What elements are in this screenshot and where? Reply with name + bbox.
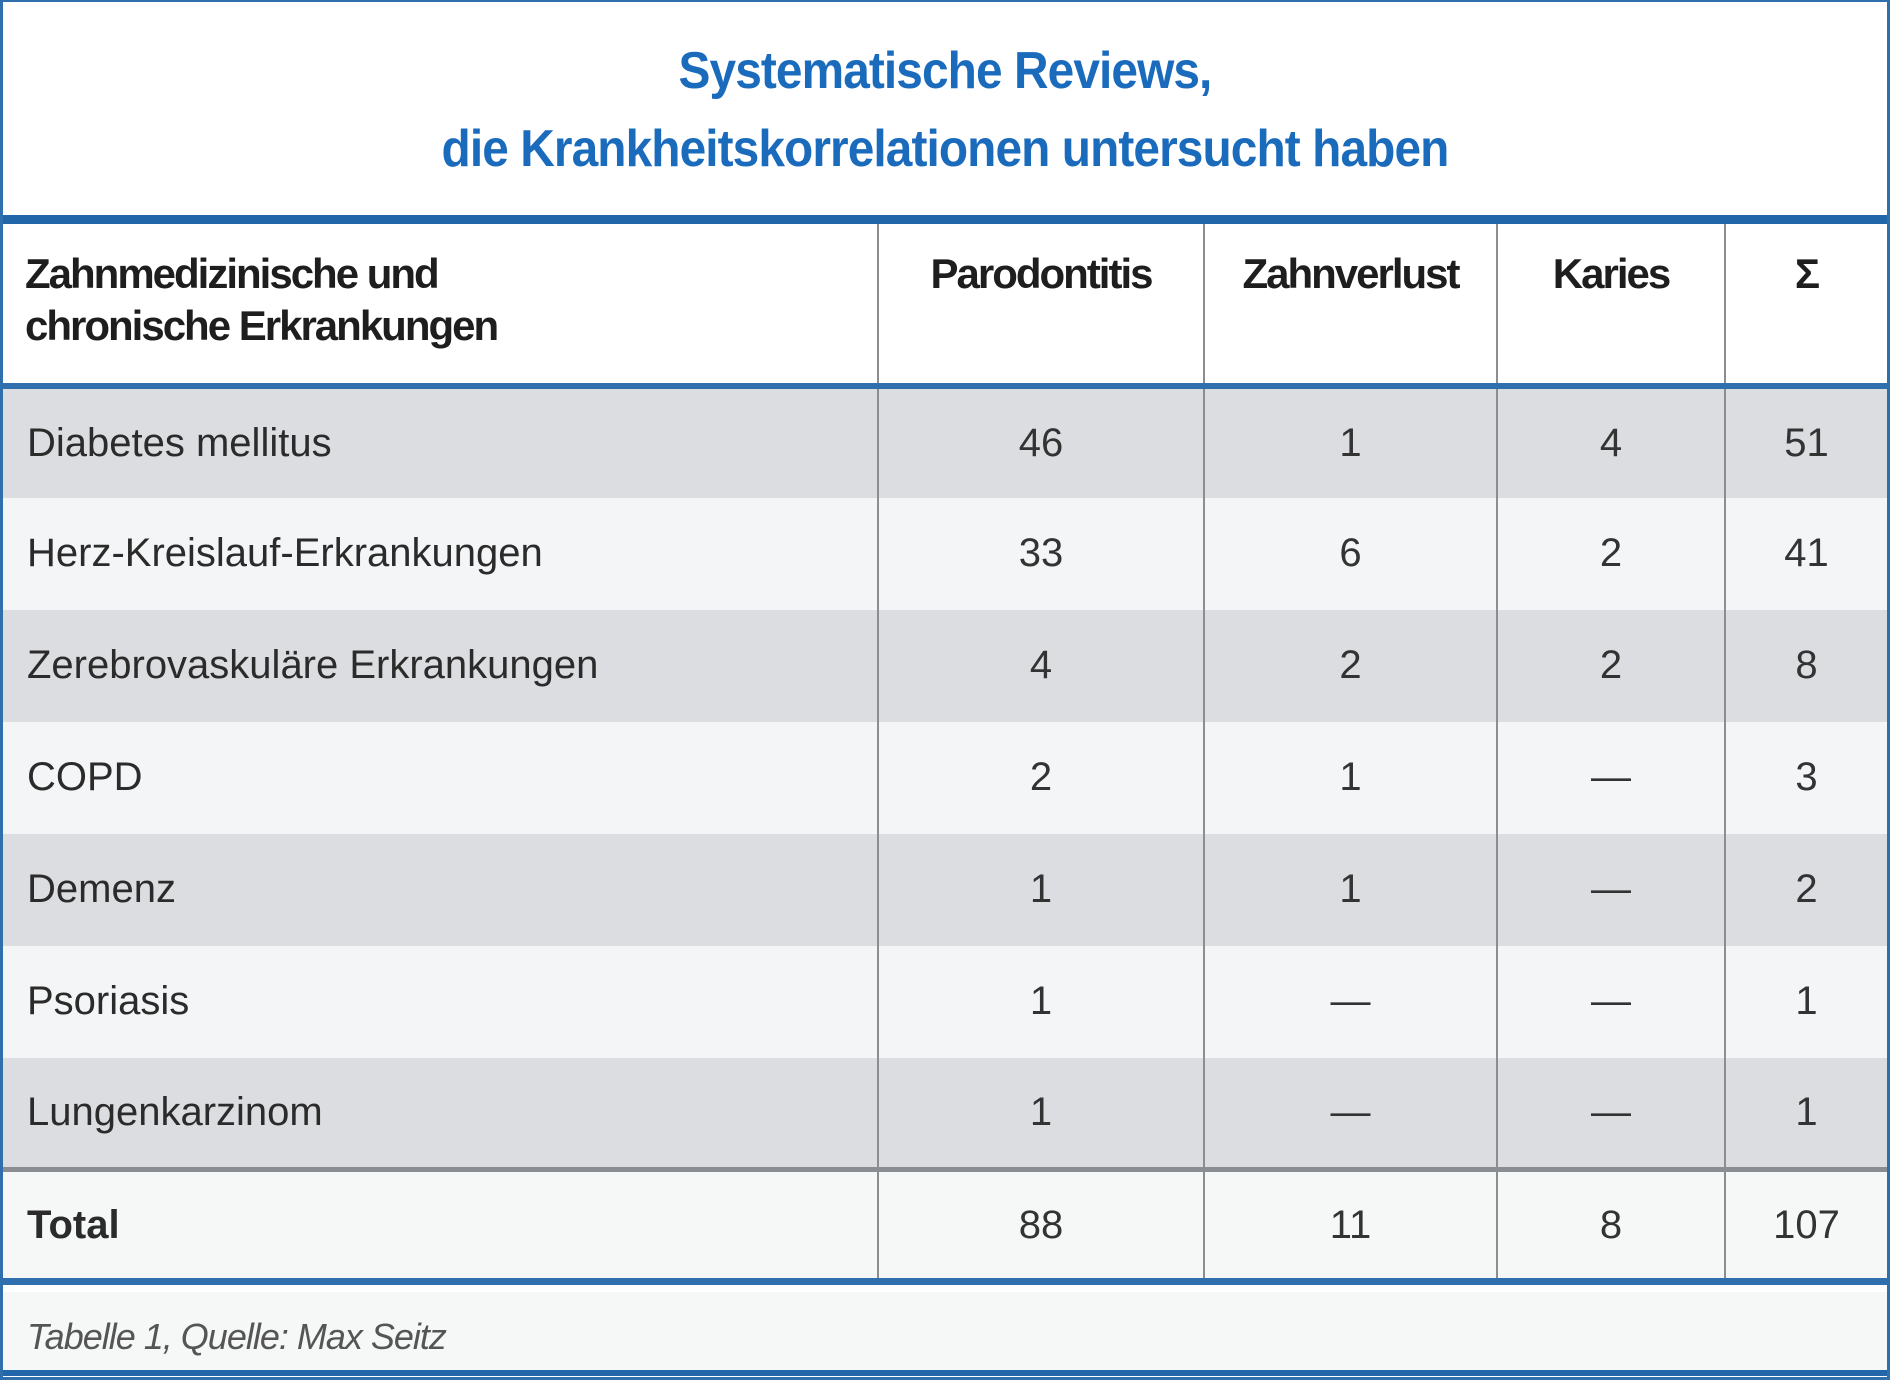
footnote: Tabelle 1, Quelle: Max Seitz — [27, 1316, 447, 1357]
total-zahnverlust: 11 — [1203, 1169, 1497, 1282]
total-parodontitis: 88 — [877, 1169, 1204, 1282]
cell-sum: 41 — [1724, 497, 1887, 610]
cell-sum: 51 — [1724, 385, 1887, 498]
table-row: Diabetes mellitus 46 1 4 51 — [3, 385, 1887, 498]
cell-zahnverlust: — — [1203, 1057, 1497, 1170]
header-parodontitis: Parodontitis — [877, 219, 1204, 386]
cell-zahnverlust: 1 — [1203, 385, 1497, 498]
data-table: Zahnmedizinische und chronische Erkranku… — [3, 215, 1887, 1285]
cell-karies: — — [1496, 945, 1725, 1058]
cell-karies: 2 — [1496, 497, 1725, 610]
cell-zahnverlust: 1 — [1203, 721, 1497, 834]
header-disease-line-2: chronische Erkrankungen — [25, 302, 499, 349]
cell-karies: 4 — [1496, 385, 1725, 498]
table-body: Diabetes mellitus 46 1 4 51 Herz-Kreislauf-Er… — [3, 385, 1887, 1170]
footnote-bar: Tabelle 1, Quelle: Max Seitz — [3, 1292, 1887, 1376]
row-label: Lungenkarzinom — [3, 1057, 878, 1170]
table-row: Herz-Kreislauf-Erkrankungen 33 6 2 41 — [3, 497, 1887, 610]
total-sum: 107 — [1724, 1169, 1887, 1282]
total-row: Total 88 11 8 107 — [3, 1169, 1887, 1282]
total-label: Total — [3, 1169, 878, 1282]
cell-sum: 2 — [1724, 833, 1887, 946]
cell-zahnverlust: 1 — [1203, 833, 1497, 946]
cell-sum: 3 — [1724, 721, 1887, 834]
cell-sum: 1 — [1724, 1057, 1887, 1170]
cell-karies: — — [1496, 721, 1725, 834]
row-label: COPD — [3, 721, 878, 834]
header-disease-line-1: Zahnmedizinische und — [25, 250, 440, 297]
cell-karies: — — [1496, 833, 1725, 946]
table-row: COPD 2 1—3 — [3, 721, 1887, 834]
cell-karies: 2 — [1496, 609, 1725, 722]
cell-karies: — — [1496, 1057, 1725, 1170]
cell-zahnverlust: 6 — [1203, 497, 1497, 610]
cell-parodontitis: 46 — [877, 385, 1204, 498]
title-line-2: die Krankheitskorrelationen untersucht h… — [441, 120, 1450, 178]
total-karies: 8 — [1496, 1169, 1725, 1282]
cell-sum: 8 — [1724, 609, 1887, 722]
cell-parodontitis: 1 — [877, 945, 1204, 1058]
row-label: Demenz — [3, 833, 878, 946]
header-karies: Karies — [1496, 219, 1725, 386]
cell-sum: 1 — [1724, 945, 1887, 1058]
cell-zahnverlust: — — [1203, 945, 1497, 1058]
row-label: Diabetes mellitus — [3, 385, 878, 498]
header-sum: Σ — [1724, 219, 1887, 386]
row-label: Herz-Kreislauf-Erkrankungen — [3, 497, 878, 610]
table-row: Lungenkarzinom 1— —1 — [3, 1057, 1887, 1170]
table-row: Demenz 1 1—2 — [3, 833, 1887, 946]
cell-zahnverlust: 2 — [1203, 609, 1497, 722]
table-title: Systematische Reviews, die Krankheitskor… — [3, 2, 1887, 215]
table-row: Zerebrovaskuläre Erkrankungen 4 2 2 8 — [3, 609, 1887, 722]
cell-parodontitis: 4 — [877, 609, 1204, 722]
cell-parodontitis: 1 — [877, 1057, 1204, 1170]
title-line-1: Systematische Reviews, — [678, 42, 1213, 100]
header-zahnverlust: Zahnverlust — [1203, 219, 1497, 386]
row-label: Psoriasis — [3, 945, 878, 1058]
cell-parodontitis: 33 — [877, 497, 1204, 610]
row-label: Zerebrovaskuläre Erkrankungen — [3, 609, 878, 722]
header-row: Zahnmedizinische und chronische Erkranku… — [3, 219, 1887, 386]
cell-parodontitis: 2 — [877, 721, 1204, 834]
header-disease: Zahnmedizinische und chronische Erkranku… — [3, 219, 878, 386]
table-row: Psoriasis 1— —1 — [3, 945, 1887, 1058]
cell-parodontitis: 1 — [877, 833, 1204, 946]
